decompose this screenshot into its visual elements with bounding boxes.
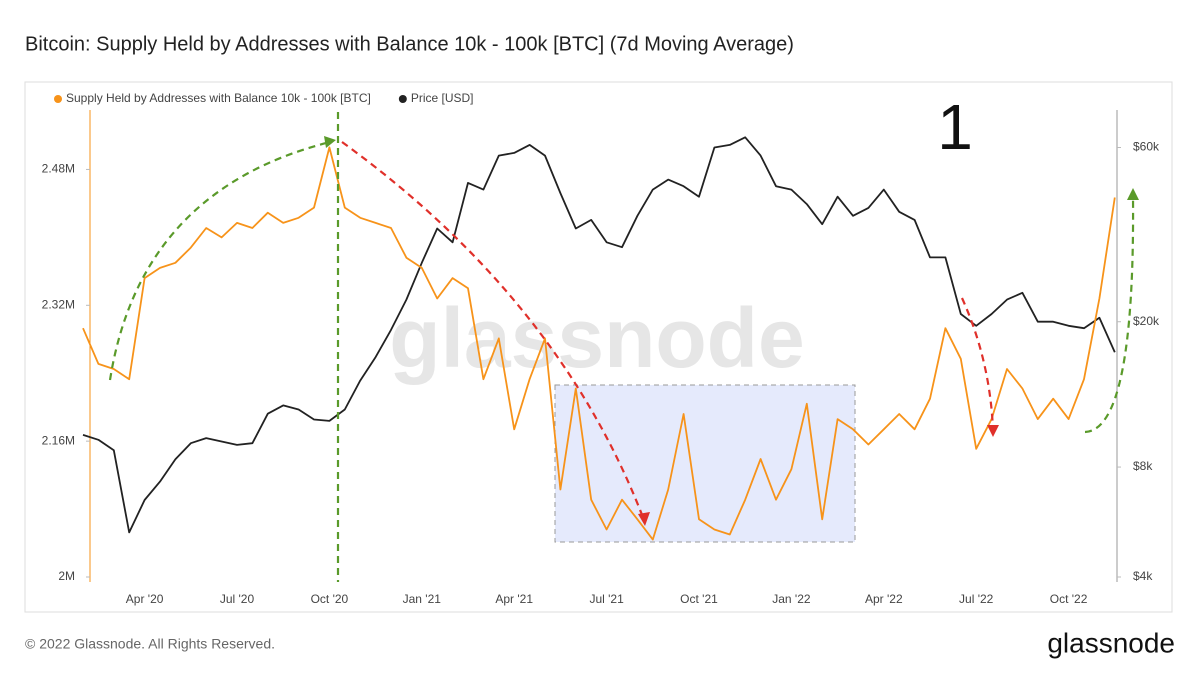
series-line — [82, 136, 1116, 534]
watermark: glassnode — [389, 291, 804, 385]
x-tick-label: Jul '20 — [220, 592, 255, 606]
x-tick-label: Jan '21 — [403, 592, 442, 606]
chart-title: Bitcoin: Supply Held by Addresses with B… — [25, 33, 794, 55]
x-tick-label: Oct '21 — [680, 592, 718, 606]
x-tick-label: Jul '22 — [959, 592, 994, 606]
x-tick-label: Oct '22 — [1050, 592, 1088, 606]
arrow-head — [1127, 188, 1139, 200]
x-tick-label: Jan '22 — [772, 592, 811, 606]
arrow-head — [987, 425, 999, 437]
legend-label: Price [USD] — [411, 91, 474, 105]
y-tick-label: 2.16M — [42, 433, 75, 447]
y2-tick-label: $4k — [1133, 569, 1153, 583]
y-tick-label: 2M — [58, 569, 75, 583]
y2-tick-label: $8k — [1133, 459, 1153, 473]
arrow-heads — [324, 136, 1139, 526]
x-tick-label: Jul '21 — [589, 592, 624, 606]
legend-marker — [54, 95, 62, 103]
annotation: 1 — [937, 91, 973, 163]
arrows — [108, 112, 1135, 582]
y-tick-label: 2.32M — [42, 297, 75, 311]
arrow — [1084, 195, 1135, 434]
x-tick-label: Apr '21 — [495, 592, 533, 606]
series-line — [82, 146, 1116, 541]
arrow — [960, 297, 995, 431]
brand-logo: glassnode — [1047, 627, 1175, 658]
x-tick-label: Apr '20 — [126, 592, 164, 606]
legend-marker — [398, 95, 407, 103]
y-tick-label: 2.48M — [42, 162, 75, 176]
y2-tick-label: $20k — [1133, 314, 1160, 328]
x-tick-label: Apr '22 — [865, 592, 903, 606]
legend-label: Supply Held by Addresses with Balance 10… — [66, 91, 371, 105]
arrow — [341, 141, 646, 521]
chart-frame — [24, 81, 1173, 613]
arrow-head — [324, 136, 336, 148]
arrow-head — [638, 512, 650, 526]
arrow — [108, 140, 331, 381]
y2-tick-label: $60k — [1133, 140, 1160, 154]
footer: © 2022 Glassnode. All Rights Reserved. — [25, 636, 275, 652]
x-tick-label: Oct '20 — [311, 592, 349, 606]
